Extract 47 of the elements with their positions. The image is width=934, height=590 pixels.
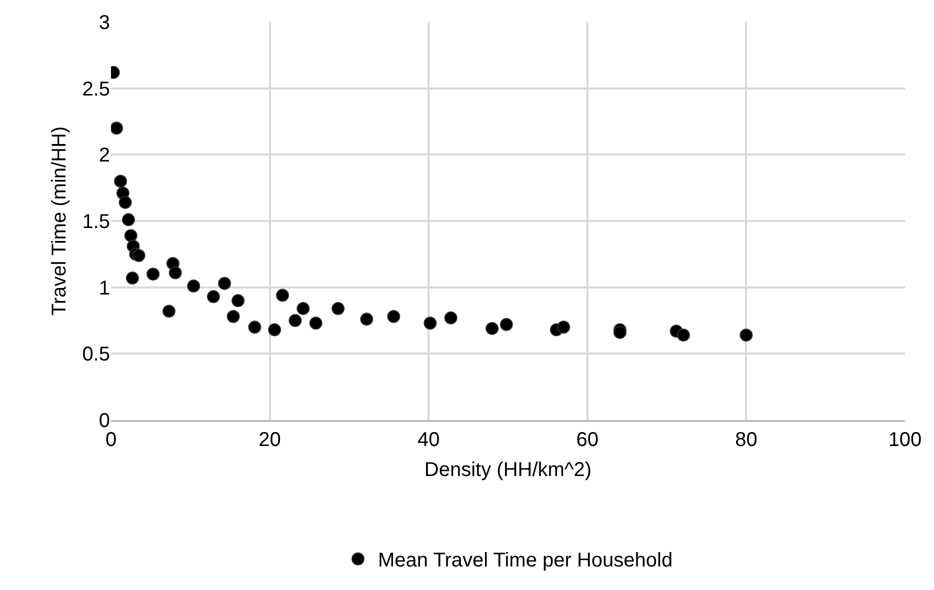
y-axis-title: Travel Time (min/HH) (48, 126, 71, 316)
x-tick-label: 20 (258, 429, 281, 451)
point (168, 266, 182, 280)
point (218, 276, 232, 290)
point (118, 196, 132, 209)
point (486, 322, 499, 335)
y-tick-label: 2 (98, 144, 110, 167)
y-tick-label: 2.5 (82, 78, 110, 100)
point (360, 312, 374, 326)
legend-label: Mean Travel Time per Household (378, 550, 673, 572)
point (676, 328, 690, 342)
point (268, 323, 282, 336)
point (226, 310, 240, 324)
point (248, 320, 262, 334)
point (332, 302, 345, 316)
x-tick-label: 40 (417, 429, 440, 451)
x-axis-title: Density (HH/km^2) (424, 459, 592, 481)
point (162, 304, 176, 318)
point (740, 328, 753, 342)
y-tick-label: 3 (98, 12, 110, 34)
point (500, 318, 513, 331)
point (557, 320, 570, 334)
x-tick-label: 100 (888, 429, 922, 451)
point (309, 316, 322, 330)
y-tick-label: 0 (98, 410, 110, 432)
point (124, 229, 138, 242)
point (111, 122, 124, 135)
y-tick-label: 0.5 (82, 344, 110, 366)
point (132, 248, 146, 262)
point (187, 280, 200, 293)
point (232, 294, 245, 308)
point (122, 213, 135, 226)
point (276, 288, 289, 302)
y-tick-label: 1.5 (82, 211, 110, 233)
point (206, 290, 220, 304)
x-tick-label: 80 (735, 429, 758, 451)
point (444, 311, 458, 324)
y-tick-label: 1 (98, 277, 110, 300)
point (146, 268, 160, 281)
point (387, 310, 400, 324)
point (296, 302, 310, 316)
point (126, 272, 139, 285)
point (424, 316, 437, 330)
point (288, 314, 302, 327)
point (114, 174, 128, 188)
point (613, 326, 626, 339)
x-tick-label: 60 (576, 429, 599, 451)
